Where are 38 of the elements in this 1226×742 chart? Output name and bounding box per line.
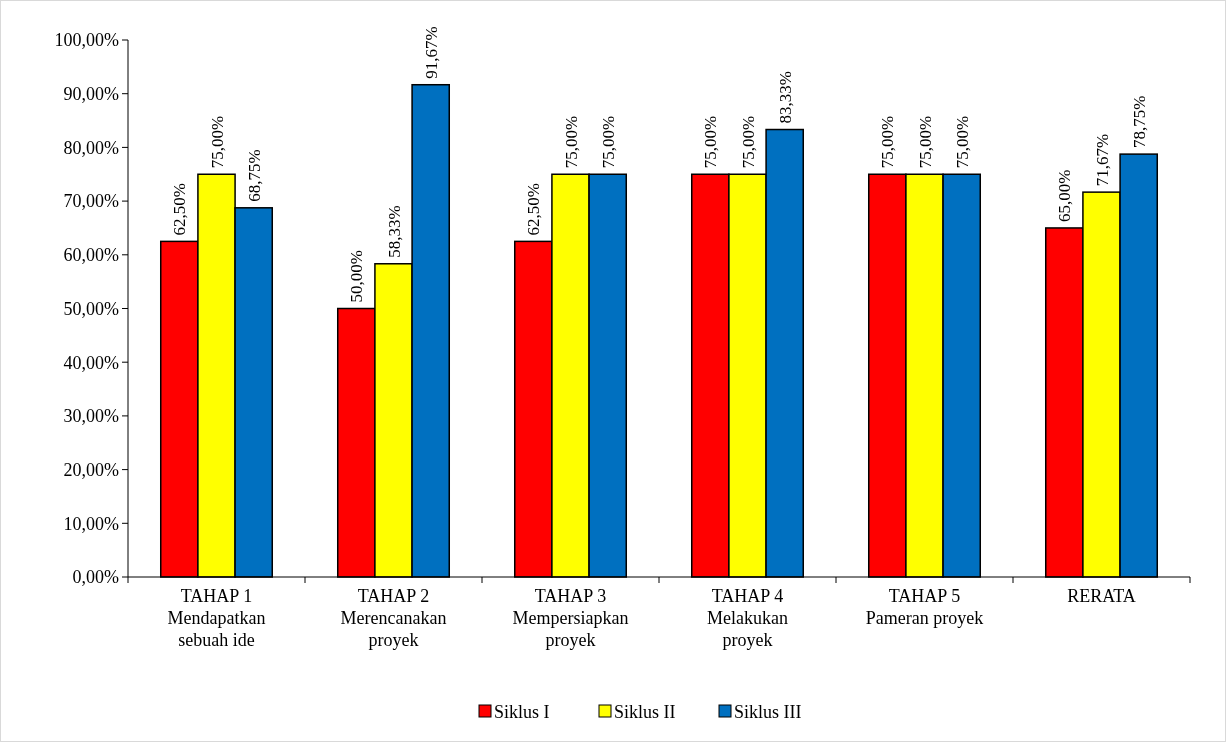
data-label: 62,50% xyxy=(524,182,544,236)
data-label: 58,33% xyxy=(384,205,404,258)
x-tick-label: RERATA xyxy=(1067,586,1136,606)
data-label: 75,00% xyxy=(207,115,227,169)
y-tick-label: 80,00% xyxy=(63,137,119,158)
data-label: 68,75% xyxy=(244,149,264,202)
legend-label: Siklus I xyxy=(494,702,550,723)
data-label: 71,67% xyxy=(1092,133,1112,187)
y-tick-label: 40,00% xyxy=(63,352,119,373)
x-tick-label: TAHAP 5 Pameran proyek xyxy=(865,586,984,628)
data-label: 75,00% xyxy=(738,115,758,169)
data-label: 75,00% xyxy=(952,115,972,169)
data-label: 62,50% xyxy=(170,182,190,236)
legend-label: Siklus II xyxy=(614,702,676,723)
y-tick-label: 50,00% xyxy=(63,298,119,319)
y-tick-label: 30,00% xyxy=(63,406,119,427)
data-label: 91,67% xyxy=(421,26,441,79)
y-tick-label: 0,00% xyxy=(72,567,119,588)
data-label: 75,00% xyxy=(915,115,935,169)
y-tick-label: 90,00% xyxy=(63,84,119,104)
y-tick-label: 60,00% xyxy=(63,245,119,266)
data-label: 75,00% xyxy=(598,115,618,169)
data-label: 78,75% xyxy=(1129,95,1149,149)
y-tick-label: 70,00% xyxy=(63,191,119,212)
x-tick-label: TAHAP 2 Merencanakan proyek xyxy=(340,586,447,650)
data-label: 50,00% xyxy=(347,250,367,303)
data-label: 83,33% xyxy=(775,71,795,124)
y-tick-label: 100,00% xyxy=(54,30,119,51)
data-label: 65,00% xyxy=(1055,169,1075,222)
data-label: 75,00% xyxy=(561,115,581,169)
x-tick-label: TAHAP 4 Melakukan proyek xyxy=(707,586,788,650)
x-tick-label: TAHAP 3 Mempersiapkan proyek xyxy=(512,586,629,650)
x-tick-label: TAHAP 1 Mendapatkan sebuah ide xyxy=(167,586,266,650)
y-tick-label: 20,00% xyxy=(63,459,119,480)
data-label: 75,00% xyxy=(878,115,898,169)
data-label: 75,00% xyxy=(701,115,721,169)
legend-label: Siklus III xyxy=(734,702,802,723)
y-tick-label: 10,00% xyxy=(63,513,119,534)
